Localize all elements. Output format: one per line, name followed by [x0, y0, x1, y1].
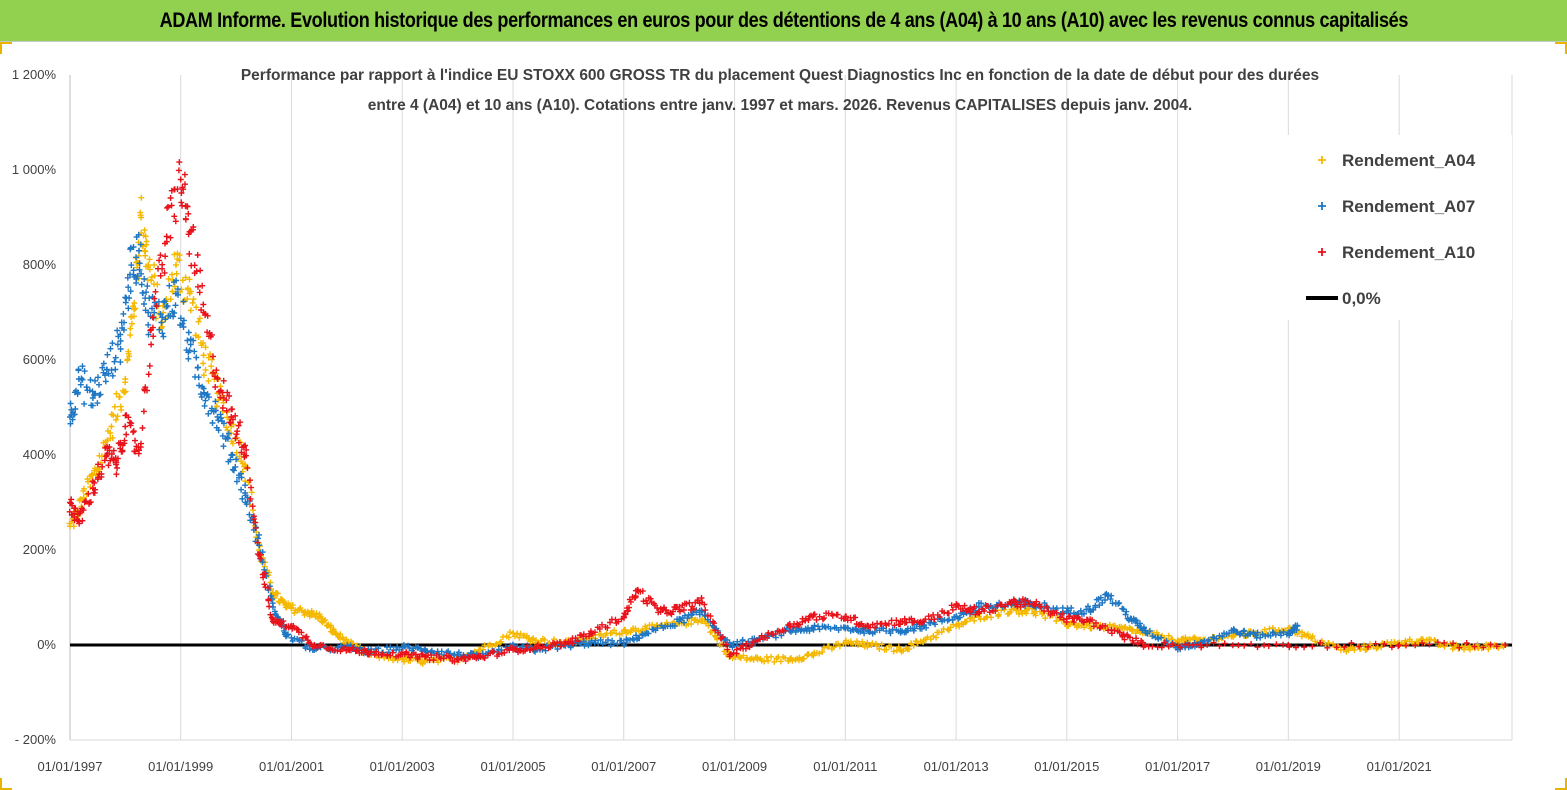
series-Rendement_A07: [67, 231, 1301, 661]
legend-label: 0,0%: [1342, 289, 1381, 308]
data-point: [173, 262, 179, 268]
x-tick-label: 01/01/2003: [370, 759, 435, 774]
legend-label: Rendement_A07: [1342, 197, 1475, 216]
chart-title-line-1: Performance par rapport à l'indice EU ST…: [241, 67, 1319, 84]
legend-plus-swatch: [1318, 156, 1326, 164]
data-point: [200, 352, 207, 359]
x-tick-label: 01/01/2021: [1367, 759, 1432, 774]
data-point: [1396, 642, 1403, 648]
data-point: [159, 314, 166, 321]
x-tick-label: 01/01/2009: [702, 759, 767, 774]
chart-title-line-2: entre 4 (A04) et 10 ans (A10). Cotations…: [368, 97, 1192, 114]
x-tick-label: 01/01/2013: [924, 759, 989, 774]
report-banner: ADAM Informe. Evolution historique des p…: [0, 0, 1567, 42]
report-title: ADAM Informe. Evolution historique des p…: [159, 8, 1408, 32]
data-point: [122, 423, 129, 430]
data-point: [117, 338, 124, 344]
y-tick-label: - 200%: [15, 732, 57, 747]
x-tick-label: 01/01/1997: [37, 759, 102, 774]
legend-label: Rendement_A04: [1342, 151, 1476, 170]
x-tick-label: 01/01/2019: [1256, 759, 1321, 774]
x-axis-ticks: 01/01/1997 01/01/1999 01/01/2001 01/01/2003…: [37, 759, 1431, 774]
y-tick-label: 600%: [23, 352, 57, 367]
x-tick-label: 01/01/2001: [259, 759, 324, 774]
series-Rendement_A10: [66, 159, 1509, 665]
corner-mark-tl: [0, 42, 12, 54]
y-tick-label: 1 000%: [12, 162, 57, 177]
y-axis-ticks: - 200% 0% 200% 400% 600% 800% 1 000% 1 200%: [12, 67, 57, 747]
y-tick-label: 400%: [23, 447, 57, 462]
series-scatter-cloud: [67, 231, 1301, 661]
corner-mark-tr: [1555, 42, 1567, 54]
data-point: [149, 314, 156, 321]
y-tick-label: 800%: [23, 257, 57, 272]
corner-mark-br: [1555, 778, 1567, 790]
x-tick-label: 01/01/2015: [1034, 759, 1099, 774]
data-point: [163, 233, 170, 240]
x-tick-label: 01/01/2017: [1145, 759, 1210, 774]
data-marks: [66, 159, 1512, 667]
data-point: [131, 300, 138, 306]
data-point: [177, 176, 184, 183]
axes: [69, 75, 1512, 741]
x-tick-label: 01/01/2007: [591, 759, 656, 774]
corner-mark-bl: [0, 778, 12, 790]
series-scatter-cloud: [66, 159, 1500, 665]
data-point: [136, 247, 142, 254]
data-point: [108, 423, 115, 430]
y-tick-label: 0%: [37, 637, 56, 652]
x-tick-label: 01/01/1999: [148, 759, 213, 774]
y-tick-label: 200%: [23, 542, 57, 557]
x-tick-label: 01/01/2011: [813, 759, 877, 774]
legend-plus-swatch: [1318, 202, 1326, 210]
data-point: [89, 395, 96, 401]
y-tick-label: 1 200%: [12, 67, 57, 82]
data-point: [1502, 642, 1509, 648]
legend-label: Rendement_A10: [1342, 243, 1475, 262]
legend-box: [1280, 135, 1512, 320]
legend-plus-swatch: [1318, 248, 1326, 256]
x-tick-label: 01/01/2005: [481, 759, 546, 774]
legend: Rendement_A04 Rendement_A07 Rendement_A10 0…: [1280, 135, 1512, 320]
